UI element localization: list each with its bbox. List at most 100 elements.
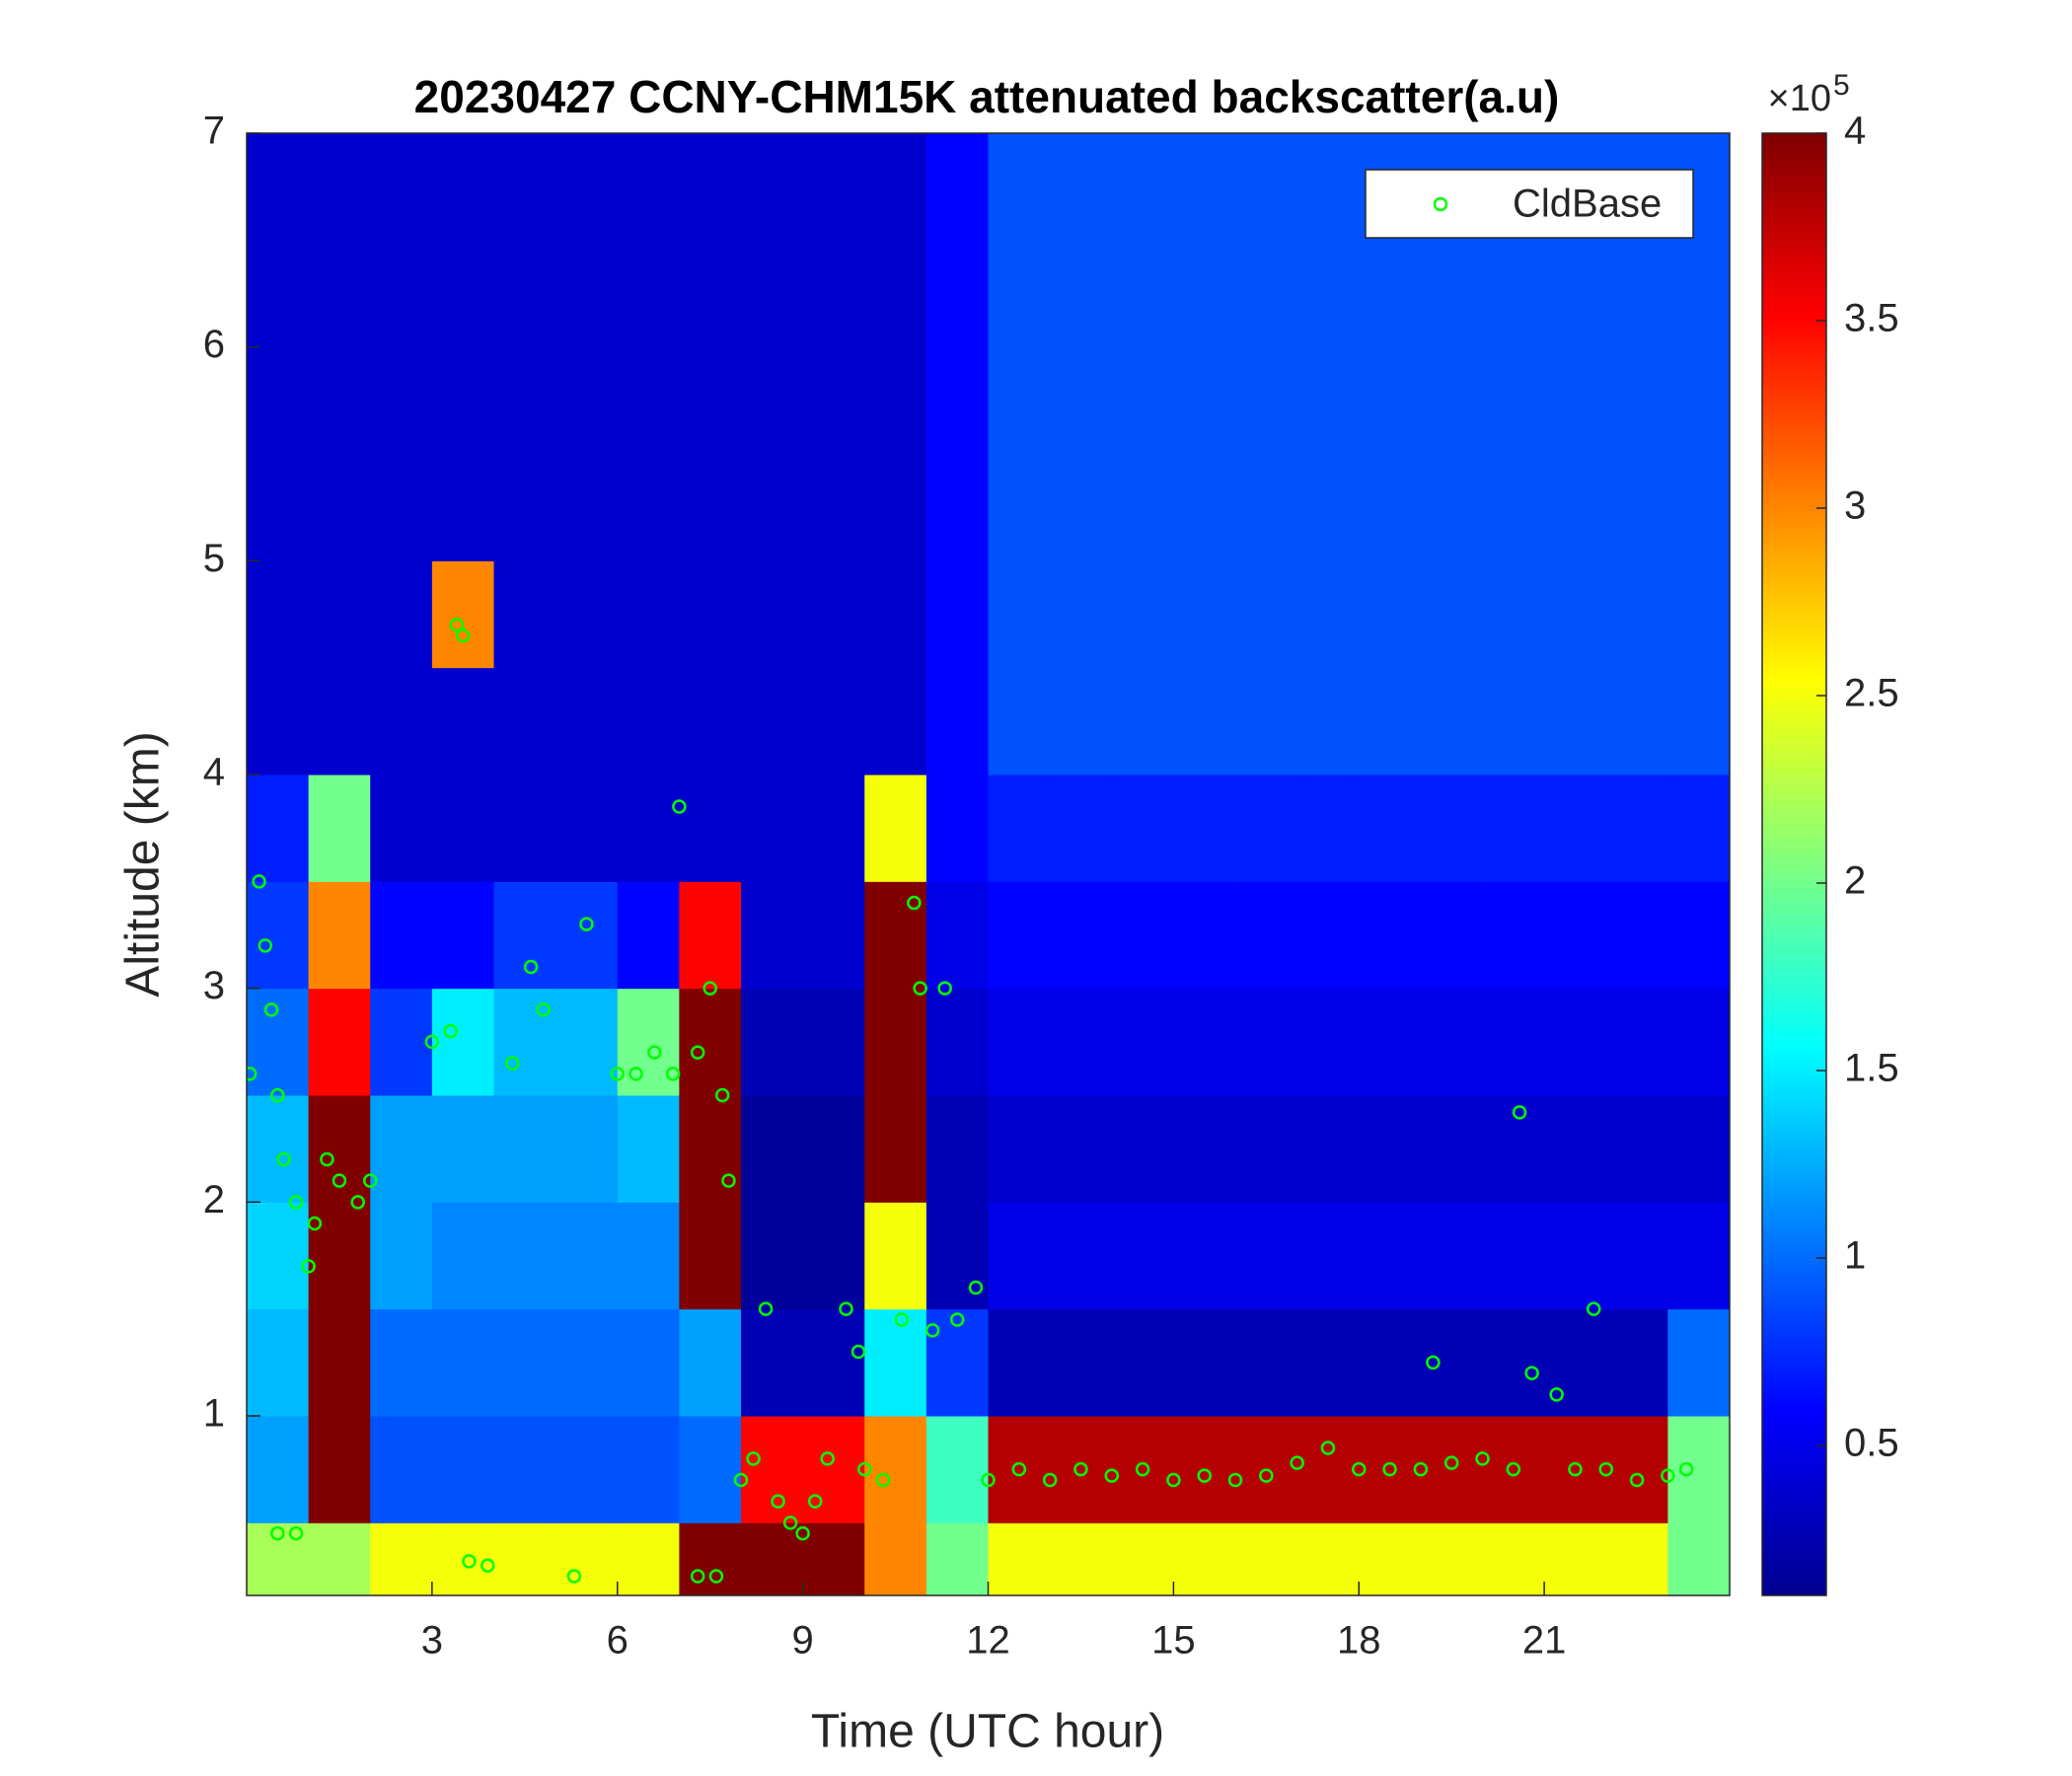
heat-cell <box>864 1202 927 1310</box>
heat-cell <box>493 881 556 990</box>
heat-cell <box>493 133 556 241</box>
heat-cell <box>1605 454 1668 561</box>
cloud-base-point <box>1512 1105 1527 1120</box>
heat-cell <box>1482 240 1545 348</box>
heat-cell <box>1173 1095 1236 1203</box>
heat-cell <box>370 560 433 669</box>
heat-cell <box>617 560 680 669</box>
colorbar-tick-label: 0.5 <box>1844 1422 1899 1465</box>
heat-cell <box>1173 1522 1236 1595</box>
heat-cell <box>431 346 494 455</box>
heat-cell <box>1111 775 1174 882</box>
heat-cell <box>493 1522 556 1595</box>
heat-cell <box>617 240 680 348</box>
heat-cell <box>555 1416 619 1523</box>
heat-cell <box>1296 1202 1360 1310</box>
legend-label: CldBase <box>1513 183 1662 226</box>
heat-cell <box>988 346 1051 455</box>
cloud-base-point <box>505 1056 520 1071</box>
heat-cell <box>741 988 804 1096</box>
heat-cell <box>864 240 927 348</box>
heat-cell <box>431 1308 494 1417</box>
heat-cell <box>308 240 371 348</box>
heat-cell <box>1235 1095 1298 1203</box>
heat-cell <box>802 1522 865 1595</box>
heat-cell <box>1296 1308 1360 1417</box>
heat-cell <box>1544 1522 1607 1595</box>
heat-cell <box>679 1308 742 1417</box>
heat-cell <box>1544 346 1607 455</box>
heat-cell <box>555 1522 619 1595</box>
heat-cell <box>925 881 989 990</box>
heat-cell <box>555 346 619 455</box>
heat-cell <box>1111 988 1174 1096</box>
heat-cell <box>802 454 865 561</box>
heat-cell <box>679 560 742 669</box>
heat-cell <box>1050 1522 1113 1595</box>
heat-cell <box>1359 560 1422 669</box>
heat-cell <box>308 667 371 776</box>
heat-cell <box>1050 240 1113 348</box>
cloud-base-point <box>1042 1472 1058 1488</box>
cloud-base-point <box>1320 1441 1336 1455</box>
heat-cell <box>1296 346 1360 455</box>
heat-cell <box>1605 1202 1668 1310</box>
heat-cell <box>493 988 556 1096</box>
cloud-base-point <box>721 1173 736 1188</box>
heat-cell <box>247 1095 310 1203</box>
colorbar-tick-label: 1 <box>1844 1234 1866 1278</box>
heat-cell <box>1111 133 1174 241</box>
heat-cell <box>1050 775 1113 882</box>
heat-cell <box>1544 667 1607 776</box>
y-tick-label: 7 <box>203 110 225 153</box>
heat-cell <box>802 775 865 882</box>
heat-cell <box>1235 346 1298 455</box>
cloud-base-point <box>1506 1461 1521 1477</box>
heat-cell <box>617 1308 680 1417</box>
cloud-base-point <box>820 1451 835 1466</box>
colorbar-tick-label: 1.5 <box>1844 1047 1899 1090</box>
cloud-base-point <box>247 1067 258 1081</box>
heat-cell <box>617 1416 680 1523</box>
cloud-base-point <box>1426 1355 1441 1370</box>
heat-cell <box>988 240 1051 348</box>
heat-cell <box>1173 1202 1236 1310</box>
heat-cell <box>741 775 804 882</box>
heat-cell <box>679 881 742 990</box>
heat-cell <box>1359 1308 1422 1417</box>
heat-cell <box>741 240 804 348</box>
cloud-base-point <box>1568 1461 1583 1477</box>
heat-cell <box>555 240 619 348</box>
heat-cell <box>1667 1095 1730 1203</box>
heat-cell <box>679 775 742 882</box>
cloud-base-point <box>1011 1461 1027 1477</box>
heat-cell <box>431 988 494 1096</box>
heat-cell <box>1359 775 1422 882</box>
cloud-base-point <box>1197 1468 1212 1483</box>
heat-cell <box>1420 667 1483 776</box>
heat-cell <box>1050 346 1113 455</box>
heat-cell <box>1235 1308 1298 1417</box>
heat-cell <box>679 1416 742 1523</box>
heat-cell <box>308 1522 371 1595</box>
cloud-base-point <box>332 1173 347 1188</box>
y-tick-label: 5 <box>203 537 225 580</box>
heat-cell <box>925 988 989 1096</box>
heat-cell <box>1050 454 1113 561</box>
cloud-base-point <box>301 1259 316 1274</box>
heat-cell <box>555 1202 619 1310</box>
heat-cell <box>617 881 680 990</box>
heat-cell <box>988 1416 1051 1523</box>
heat-cell <box>308 988 371 1096</box>
cloud-base-point <box>672 799 687 814</box>
heat-cell <box>925 346 989 455</box>
heat-cell <box>925 133 989 241</box>
heat-cell <box>617 775 680 882</box>
heat-cell <box>1111 454 1174 561</box>
heat-cell <box>493 1095 556 1203</box>
heat-cell <box>370 454 433 561</box>
cloud-base-point <box>907 895 922 911</box>
colorbar-tick-label: 2 <box>1844 859 1866 903</box>
heat-cell <box>1605 881 1668 990</box>
